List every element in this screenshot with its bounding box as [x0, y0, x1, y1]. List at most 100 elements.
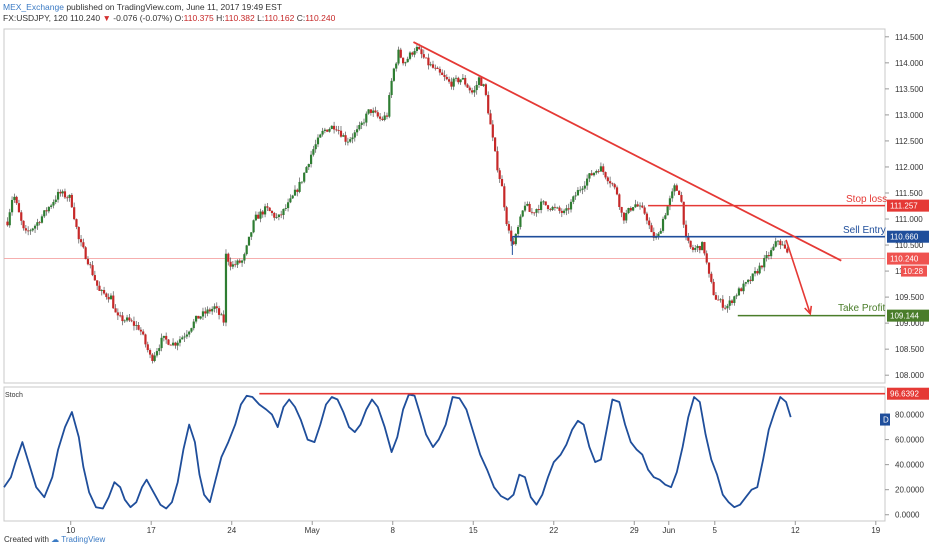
candle-body [622, 212, 626, 221]
candle-body [289, 198, 292, 203]
candle-body [779, 240, 782, 246]
candle-body [13, 196, 16, 200]
candle-body [213, 306, 216, 309]
candle-body [82, 242, 85, 248]
candle-body [737, 288, 741, 296]
candle-body [464, 77, 467, 85]
candle-body [346, 141, 349, 143]
candle-body [291, 195, 294, 199]
candle-body [132, 321, 136, 326]
sell-entry-badge: 110.660 [887, 230, 929, 243]
candle-body [194, 315, 198, 322]
candle-body [420, 49, 423, 55]
candle-body [415, 46, 418, 51]
price-candles [6, 43, 789, 364]
candle-body [40, 216, 44, 223]
candle-body [215, 306, 218, 309]
candle-body [372, 110, 375, 113]
candle-body [471, 90, 474, 93]
candle-body [438, 68, 441, 73]
candle-body [556, 207, 559, 209]
candle-body [6, 221, 9, 226]
candle-body [339, 130, 343, 137]
candle-body [73, 207, 76, 220]
candle-body [22, 220, 25, 229]
candle-body [613, 184, 616, 188]
candle-body [625, 212, 628, 221]
take-profit-badge: 109.144 [887, 309, 929, 322]
candle-body [544, 201, 547, 206]
candle-body [91, 265, 94, 276]
candle-body [56, 191, 60, 200]
candle-body [597, 171, 600, 172]
candle-body [31, 228, 34, 231]
y-tick-label: 111.000 [895, 215, 923, 224]
stoch-line [3, 393, 792, 510]
candle-body [10, 199, 14, 213]
candle-body [615, 187, 619, 195]
candle-body [130, 320, 133, 322]
candle-body [758, 265, 761, 274]
candle-body [330, 125, 333, 129]
last-price-badge-text: 110.240 [890, 255, 919, 264]
candle-body [675, 185, 678, 191]
candle-body [93, 275, 96, 281]
candle-body [146, 344, 149, 351]
candle-body [434, 67, 437, 69]
candle-body [328, 128, 331, 132]
candle-body [770, 250, 773, 257]
candle-body [572, 196, 575, 202]
chart-header-publisher: MEX_Exchange published on TradingView.co… [3, 1, 282, 13]
candle-body [491, 124, 494, 138]
candle-body [188, 331, 191, 335]
candle-body [514, 233, 517, 245]
low-label: L: [257, 13, 265, 23]
candle-body [783, 244, 787, 249]
x-tick-label: May [305, 526, 320, 535]
countdown-badge: 10:28 [901, 265, 927, 277]
candle-body [466, 84, 469, 88]
candle-body [687, 236, 690, 241]
candle-body [684, 224, 688, 237]
candle-body [100, 290, 103, 291]
candle-body [632, 207, 635, 211]
candle-body [397, 49, 400, 64]
candle-body [489, 113, 492, 125]
candle-body [494, 137, 497, 152]
candle-body [165, 335, 168, 340]
publisher-link[interactable]: MEX_Exchange [3, 2, 64, 12]
candle-body [273, 212, 276, 218]
candle-body [305, 167, 308, 173]
candle-body [245, 245, 248, 255]
candle-body [510, 230, 513, 242]
candle-body [714, 295, 718, 300]
candle-body [590, 173, 593, 176]
candle-body [321, 130, 324, 135]
candle-body [648, 220, 651, 226]
candle-body [52, 202, 55, 206]
tradingview-logo-icon[interactable]: ☁ [51, 535, 60, 544]
candle-body [15, 196, 18, 204]
candle-body [227, 253, 230, 262]
y-tick-label: 109.500 [895, 293, 924, 302]
candle-body [61, 191, 64, 194]
price-badges: 111.257 110.660 110.240 10:28 109.144 96.6392… [880, 199, 929, 426]
candle-body [326, 129, 329, 132]
candle-body [627, 207, 630, 213]
candle-body [641, 205, 644, 208]
candle-body [546, 205, 550, 209]
candle-body [740, 288, 743, 292]
candle-body [549, 208, 552, 210]
tradingview-logo-text[interactable]: TradingView [61, 535, 106, 544]
candle-body [309, 154, 313, 165]
candle-body [767, 255, 770, 257]
candle-body [296, 189, 299, 192]
candle-body [563, 210, 566, 213]
candle-body [300, 181, 303, 183]
candle-body [461, 77, 465, 80]
candle-body [378, 116, 382, 119]
candle-body [475, 84, 478, 91]
candle-body [602, 166, 605, 173]
candle-body [238, 260, 241, 263]
